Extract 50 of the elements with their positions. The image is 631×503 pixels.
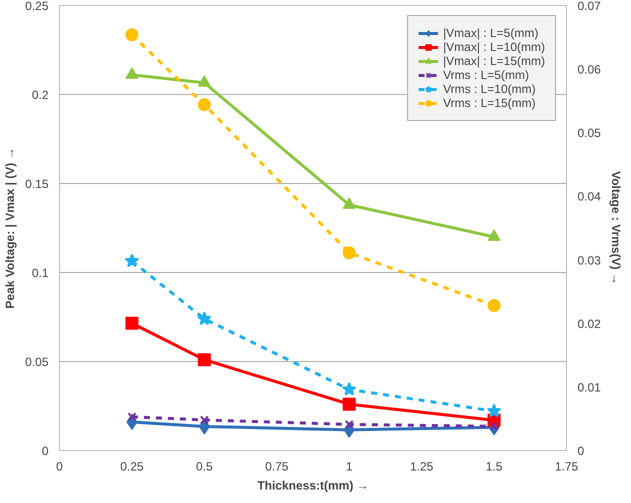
y-tick-label: 0.1 — [32, 266, 49, 280]
point — [197, 311, 212, 326]
y2-tick-label: 0.04 — [578, 190, 602, 204]
x-tick-label: 0.75 — [265, 460, 289, 474]
y2-tick-label: 0.01 — [578, 380, 602, 394]
point — [125, 67, 138, 79]
legend-label: Vrms : L=10(mm) — [443, 82, 536, 96]
point — [488, 299, 501, 312]
x-axis-title: Thickness:t(mm) → — [257, 478, 369, 492]
legend-label: |Vmax| : L=15(mm) — [443, 54, 545, 68]
y-tick-label: 0.2 — [32, 88, 49, 102]
x-tick-label: 0 — [56, 460, 64, 474]
y2-axis-title: Voltage : Vrms(V) → — [608, 171, 623, 285]
point — [344, 420, 354, 429]
x-tick-label: 0.25 — [120, 460, 144, 474]
y-tick-label: 0.15 — [25, 177, 49, 191]
point — [125, 28, 138, 42]
legend-label: Vrms : L=5(mm) — [443, 68, 529, 82]
point — [127, 412, 136, 422]
x-tick-label: 1 — [346, 460, 353, 474]
point — [342, 382, 356, 396]
legend-label: |Vmax| : L=5(mm) — [443, 26, 538, 40]
y2-tick-label: 0 — [578, 444, 584, 458]
legend-label: |Vmax| : L=10(mm) — [443, 40, 545, 54]
y2-tick-label: 0.06 — [578, 62, 602, 77]
y-axis-title: Peak Voltage: | Vmax | (V) → — [3, 147, 18, 309]
point — [342, 398, 356, 411]
y-tick-label: 0.05 — [25, 355, 49, 369]
point — [342, 246, 356, 260]
point — [488, 229, 501, 241]
point — [342, 197, 356, 209]
y2-tick-label: 0.07 — [578, 0, 602, 13]
y-tick-label: 0 — [42, 444, 49, 458]
point — [125, 316, 138, 330]
y2-tick-label: 0.03 — [578, 253, 602, 268]
point — [124, 254, 140, 268]
y-tick-label: 0.25 — [25, 0, 49, 13]
point — [198, 75, 211, 87]
x-tick-label: 1.75 — [554, 460, 579, 474]
point — [490, 422, 499, 431]
point — [198, 98, 211, 112]
point — [486, 404, 502, 418]
point — [200, 415, 209, 425]
y2-tick-label: 0.02 — [578, 316, 602, 331]
x-tick-label: 1.5 — [486, 460, 503, 474]
y2-tick-label: 0.05 — [578, 126, 602, 140]
x-tick-label: 1.25 — [410, 460, 434, 474]
x-tick-label: 0.5 — [196, 460, 214, 474]
legend-label: Vrms : L=15(mm) — [443, 96, 536, 110]
point — [198, 353, 211, 366]
